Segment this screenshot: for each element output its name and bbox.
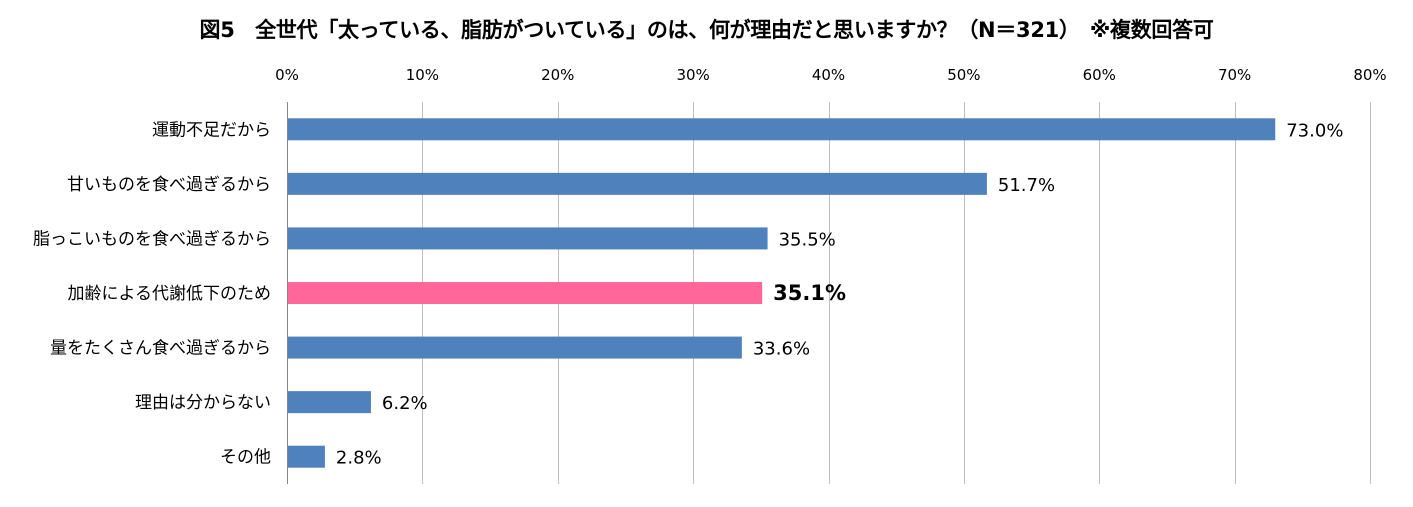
chart-title: 図5 全世代「太っている、脂肪がついている」のは、何が理由だと思いますか？（N＝… [199, 18, 1214, 42]
x-tick-label: 0% [275, 66, 299, 84]
x-tick-label: 20% [541, 66, 574, 84]
value-label: 73.0% [1286, 120, 1343, 141]
x-tick-label: 40% [812, 66, 845, 84]
category-label: 甘いものを食べ過ぎるから [67, 175, 271, 195]
value-label: 35.1% [773, 281, 846, 305]
category-label: 脂っこいものを食べ過ぎるから [33, 229, 271, 249]
category-label: 加齢による代謝低下のため [68, 284, 272, 304]
value-label: 6.2% [382, 393, 428, 414]
x-tick-label: 30% [676, 66, 709, 84]
bar [288, 336, 742, 359]
value-label: 2.8% [336, 448, 382, 469]
category-labels: 運動不足だから甘いものを食べ過ぎるから脂っこいものを食べ過ぎるから加齢による代謝… [33, 120, 271, 467]
x-tick-label: 70% [1218, 66, 1251, 84]
value-labels: 73.0% 51.7% 35.5% 35.1% 33.6% 6.2% 2.8% [336, 120, 1344, 468]
x-axis-ticks: 0% 10% 20% 30% 40% 50% 60% 70% 80% [275, 66, 1387, 84]
value-label: 35.5% [779, 229, 836, 250]
bars [288, 118, 1276, 468]
category-label: 量をたくさん食べ過ぎるから [50, 339, 271, 359]
bar [288, 282, 763, 304]
value-label: 51.7% [998, 175, 1055, 196]
x-tick-label: 10% [406, 66, 439, 84]
bar [288, 227, 768, 250]
value-label: 33.6% [753, 339, 810, 360]
bar [288, 172, 987, 195]
x-tick-label: 80% [1353, 66, 1386, 84]
x-tick-label: 60% [1083, 66, 1116, 84]
x-tick-label: 50% [947, 66, 980, 84]
bar [288, 391, 371, 414]
bar [288, 118, 1276, 141]
category-label: 運動不足だから [152, 120, 271, 140]
category-label: 理由は分からない [135, 393, 271, 413]
category-label: その他 [220, 448, 271, 468]
bar [288, 445, 325, 468]
